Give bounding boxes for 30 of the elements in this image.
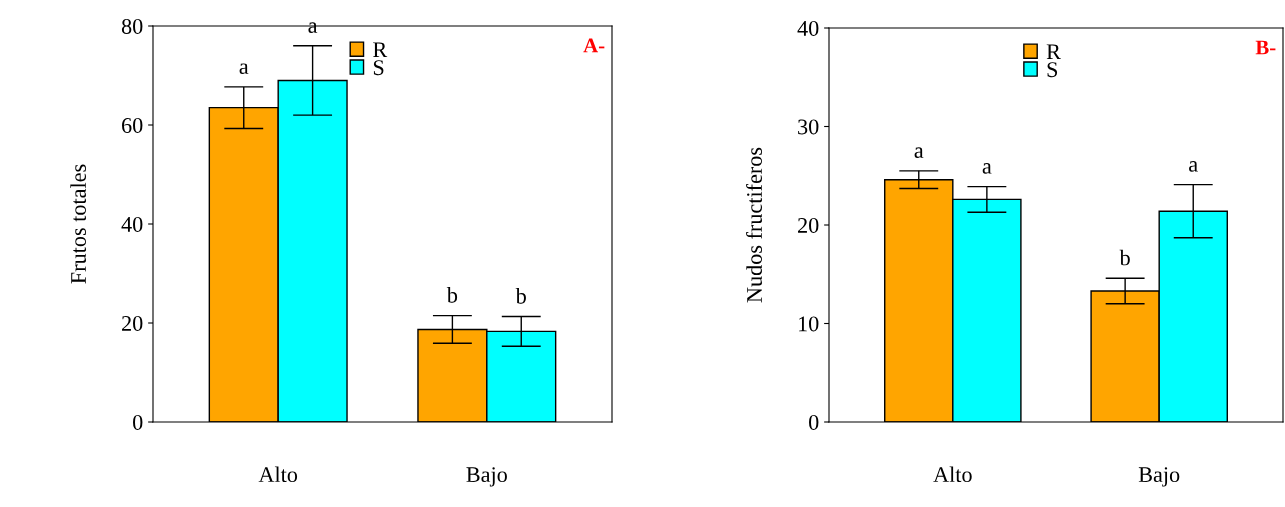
y-axis-title: Nudos fructiferos xyxy=(746,147,762,303)
x-tick-label: Bajo xyxy=(466,467,507,487)
data-label: b xyxy=(446,287,458,303)
x-tick-label: Alto xyxy=(258,466,298,483)
y-tick-label: 20 xyxy=(798,217,819,233)
y-tick-label: 40 xyxy=(797,20,819,36)
legend-label: S xyxy=(373,60,384,76)
data-label: a xyxy=(914,147,924,158)
y-tick-label: 60 xyxy=(122,117,143,133)
data-label: a xyxy=(1189,161,1198,172)
data-label: a xyxy=(308,22,318,33)
y-tick-label: 0 xyxy=(809,414,819,430)
y-tick-label: 30 xyxy=(798,119,819,135)
y-axis-title: Frutos totales xyxy=(70,164,86,284)
legend-label: R xyxy=(373,42,388,57)
annotation: B- xyxy=(1255,40,1276,55)
x-tick-label: Alto xyxy=(933,466,972,483)
y-tick-label: 0 xyxy=(133,414,143,430)
data-label: a xyxy=(239,63,249,75)
y-tick-label: 20 xyxy=(122,315,143,331)
data-label: b xyxy=(1119,249,1130,266)
legend-label: R xyxy=(1046,44,1061,59)
y-tick-label: 80 xyxy=(121,18,143,34)
data-label: b xyxy=(515,288,526,304)
legend-label: S xyxy=(1047,62,1058,78)
data-label: a xyxy=(982,163,992,174)
y-tick-label: 10 xyxy=(799,316,819,332)
annotation: A- xyxy=(583,38,605,53)
x-tick-label: Bajo xyxy=(1138,467,1180,487)
y-tick-label: 40 xyxy=(121,216,143,232)
